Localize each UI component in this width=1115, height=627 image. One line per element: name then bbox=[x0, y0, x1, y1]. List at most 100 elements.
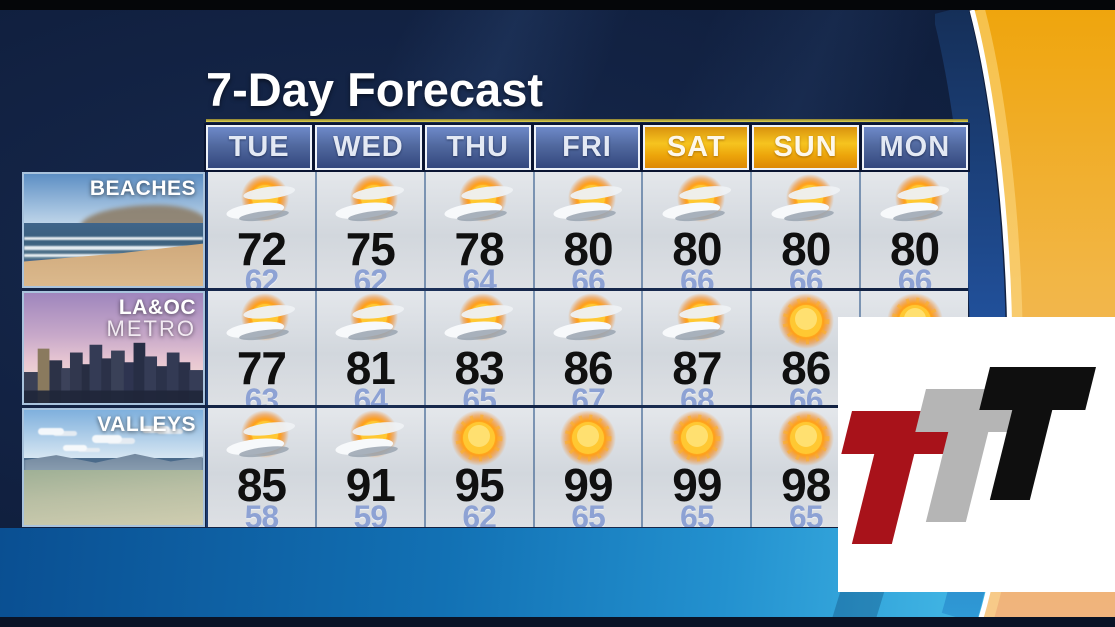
forecast-cell-tue: 77 63 bbox=[206, 291, 315, 405]
low-temp: 59 bbox=[353, 499, 388, 527]
forecast-row-valley: VALLEYS 85 58 91 59 95 62 99 65 99 65 98 65 bbox=[22, 408, 968, 527]
low-temp: 62 bbox=[462, 499, 497, 527]
high-temp: 86 bbox=[563, 342, 613, 394]
low-temp: 66 bbox=[788, 382, 824, 405]
low-temp: 62 bbox=[353, 263, 388, 288]
low-temp: 64 bbox=[462, 263, 497, 288]
high-temp: 72 bbox=[236, 223, 287, 275]
title-underline bbox=[206, 119, 968, 122]
low-temp: 68 bbox=[680, 382, 715, 405]
high-temp: 80 bbox=[672, 223, 722, 275]
day-header-mon: MON bbox=[861, 125, 968, 170]
high-temp: 91 bbox=[345, 459, 396, 511]
sun-clouds-icon bbox=[762, 174, 850, 231]
forecast-cell-wed: 75 62 bbox=[314, 172, 424, 288]
low-temp: 64 bbox=[353, 382, 388, 405]
high-temp: 83 bbox=[454, 342, 505, 394]
high-temp: 85 bbox=[236, 459, 287, 511]
logo-letter-stem bbox=[989, 409, 1053, 500]
high-temp: 87 bbox=[672, 342, 722, 394]
forecast-cell-sat: 80 66 bbox=[641, 172, 751, 288]
low-temp: 66 bbox=[788, 263, 824, 288]
high-temp: 86 bbox=[781, 342, 831, 394]
region-photo-beach: BEACHES bbox=[22, 172, 205, 288]
high-temp: 80 bbox=[781, 223, 831, 275]
forecast-cell-fri: 99 65 bbox=[532, 408, 642, 527]
day-header-tue: TUE bbox=[206, 125, 313, 170]
sun-clouds-icon bbox=[435, 293, 523, 350]
high-temp: 75 bbox=[345, 223, 396, 275]
forecast-cell-tue: 72 62 bbox=[206, 172, 315, 288]
forecast-cell-wed: 81 64 bbox=[314, 291, 424, 405]
forecast-cell-fri: 80 66 bbox=[532, 172, 642, 288]
forecast-cell-sun: 80 66 bbox=[750, 172, 860, 288]
low-temp: 65 bbox=[571, 499, 606, 527]
station-logo bbox=[838, 317, 1115, 592]
high-temp: 80 bbox=[889, 223, 940, 275]
forecast-cell-sat: 87 68 bbox=[641, 291, 751, 405]
forecast-row-beach: BEACHES 72 62 75 62 78 64 80 66 80 66 80 66 80 66 bbox=[22, 172, 968, 288]
low-temp: 65 bbox=[680, 499, 715, 527]
bottom-letterbox-bar bbox=[0, 617, 1115, 627]
region-label: VALLEYS bbox=[97, 413, 196, 436]
low-temp: 58 bbox=[244, 499, 280, 527]
forecast-cell-thu: 78 64 bbox=[423, 172, 533, 288]
region-sublabel: METRO bbox=[106, 316, 196, 342]
page-title: 7-Day Forecast bbox=[206, 63, 543, 116]
high-temp: 99 bbox=[563, 459, 613, 511]
forecast-cell-thu: 95 62 bbox=[423, 408, 533, 527]
region-photo-city: LA&OC METRO bbox=[22, 291, 205, 405]
high-temp: 80 bbox=[563, 223, 613, 275]
sun-clouds-icon bbox=[871, 174, 959, 231]
low-temp: 65 bbox=[462, 382, 497, 405]
low-temp: 65 bbox=[788, 499, 824, 527]
region-label: LA&OC METRO bbox=[106, 296, 196, 342]
sun-clouds-icon bbox=[653, 174, 741, 231]
high-temp: 81 bbox=[345, 342, 396, 394]
forecast-cell-mon: 80 66 bbox=[859, 172, 968, 288]
sun-clouds-icon bbox=[326, 174, 414, 231]
day-header-row: TUE WED THU FRI SAT SUN MON bbox=[206, 125, 968, 170]
region-photo-valley: VALLEYS bbox=[22, 408, 205, 527]
high-temp: 99 bbox=[672, 459, 722, 511]
day-header-thu: THU bbox=[424, 125, 531, 170]
high-temp: 78 bbox=[454, 223, 505, 275]
sunny-icon bbox=[435, 410, 523, 467]
sun-clouds-icon bbox=[326, 293, 414, 350]
sunny-icon bbox=[762, 410, 850, 467]
sun-clouds-icon bbox=[217, 174, 305, 231]
forecast-row-city: LA&OC METRO 77 63 81 64 83 65 86 67 87 68 86 66 bbox=[22, 291, 968, 405]
day-header-sat: SAT bbox=[643, 125, 750, 170]
logo-letter-bar bbox=[979, 367, 1096, 410]
high-temp: 95 bbox=[454, 459, 505, 511]
sun-clouds-icon bbox=[326, 410, 414, 467]
sunny-icon bbox=[544, 410, 632, 467]
sun-clouds-icon bbox=[435, 174, 523, 231]
sunny-icon bbox=[653, 410, 741, 467]
sunny-icon bbox=[762, 293, 850, 350]
forecast-cell-sat: 99 65 bbox=[641, 408, 751, 527]
sun-clouds-icon bbox=[217, 293, 305, 350]
low-temp: 62 bbox=[244, 263, 280, 288]
forecast-cells: 72 62 75 62 78 64 80 66 80 66 80 66 80 66 bbox=[206, 172, 968, 288]
region-label: BEACHES bbox=[89, 177, 196, 200]
low-temp: 66 bbox=[680, 263, 715, 288]
sun-clouds-icon bbox=[653, 293, 741, 350]
logo-letter-t-3 bbox=[957, 367, 1096, 500]
low-temp: 63 bbox=[244, 382, 280, 405]
top-letterbox-bar bbox=[0, 0, 1115, 10]
high-temp: 77 bbox=[236, 342, 287, 394]
day-header-fri: FRI bbox=[533, 125, 641, 170]
day-header-wed: WED bbox=[315, 125, 422, 170]
sun-clouds-icon bbox=[544, 174, 632, 231]
forecast-cells: 77 63 81 64 83 65 86 67 87 68 86 66 bbox=[206, 291, 968, 405]
forecast-cell-wed: 91 59 bbox=[314, 408, 424, 527]
sun-clouds-icon bbox=[217, 410, 305, 467]
sun-clouds-icon bbox=[544, 293, 632, 350]
forecast-cell-tue: 85 58 bbox=[206, 408, 315, 527]
low-temp: 67 bbox=[571, 382, 606, 405]
day-header-sun: SUN bbox=[752, 125, 859, 170]
low-temp: 66 bbox=[571, 263, 606, 288]
low-temp: 66 bbox=[897, 263, 933, 288]
